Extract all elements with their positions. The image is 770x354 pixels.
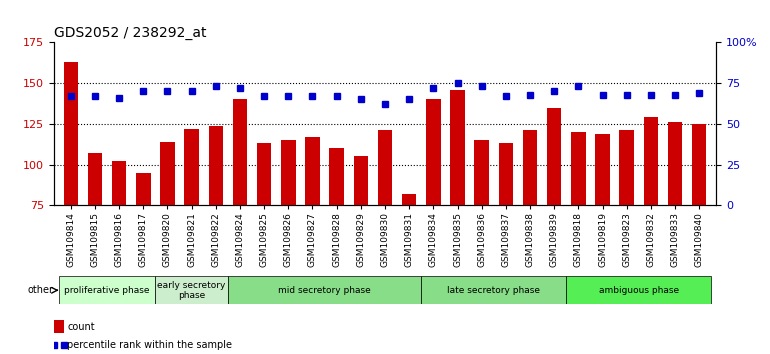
Bar <box>305 137 320 327</box>
Bar <box>353 156 368 327</box>
Text: other: other <box>28 285 54 295</box>
Bar <box>474 140 489 327</box>
Bar <box>160 142 175 327</box>
Bar <box>209 126 223 327</box>
Text: proliferative phase: proliferative phase <box>65 286 150 295</box>
Bar <box>619 130 634 327</box>
Bar <box>378 130 392 327</box>
Bar <box>402 194 417 327</box>
Bar <box>523 130 537 327</box>
Text: late secretory phase: late secretory phase <box>447 286 541 295</box>
Bar <box>499 143 513 327</box>
Bar <box>644 118 658 327</box>
Bar <box>547 108 561 327</box>
Text: ambiguous phase: ambiguous phase <box>599 286 679 295</box>
Bar <box>692 124 706 327</box>
Bar <box>88 153 102 327</box>
FancyBboxPatch shape <box>566 276 711 304</box>
Text: GDS2052 / 238292_at: GDS2052 / 238292_at <box>54 26 206 40</box>
Bar <box>450 90 465 327</box>
Bar <box>136 173 151 327</box>
Bar <box>571 132 586 327</box>
Text: early secretory
phase: early secretory phase <box>158 281 226 300</box>
Bar <box>54 320 64 333</box>
Bar <box>184 129 199 327</box>
Bar <box>281 140 296 327</box>
Bar <box>330 148 344 327</box>
Bar <box>64 62 78 327</box>
Text: count: count <box>67 322 95 332</box>
FancyBboxPatch shape <box>228 276 421 304</box>
FancyBboxPatch shape <box>156 276 228 304</box>
Bar <box>112 161 126 327</box>
FancyBboxPatch shape <box>421 276 566 304</box>
Text: percentile rank within the sample: percentile rank within the sample <box>67 340 232 350</box>
FancyBboxPatch shape <box>59 276 156 304</box>
Bar <box>426 99 440 327</box>
Bar <box>668 122 682 327</box>
Bar <box>595 134 610 327</box>
Text: mid secretory phase: mid secretory phase <box>278 286 371 295</box>
Bar <box>233 99 247 327</box>
Bar <box>257 143 271 327</box>
